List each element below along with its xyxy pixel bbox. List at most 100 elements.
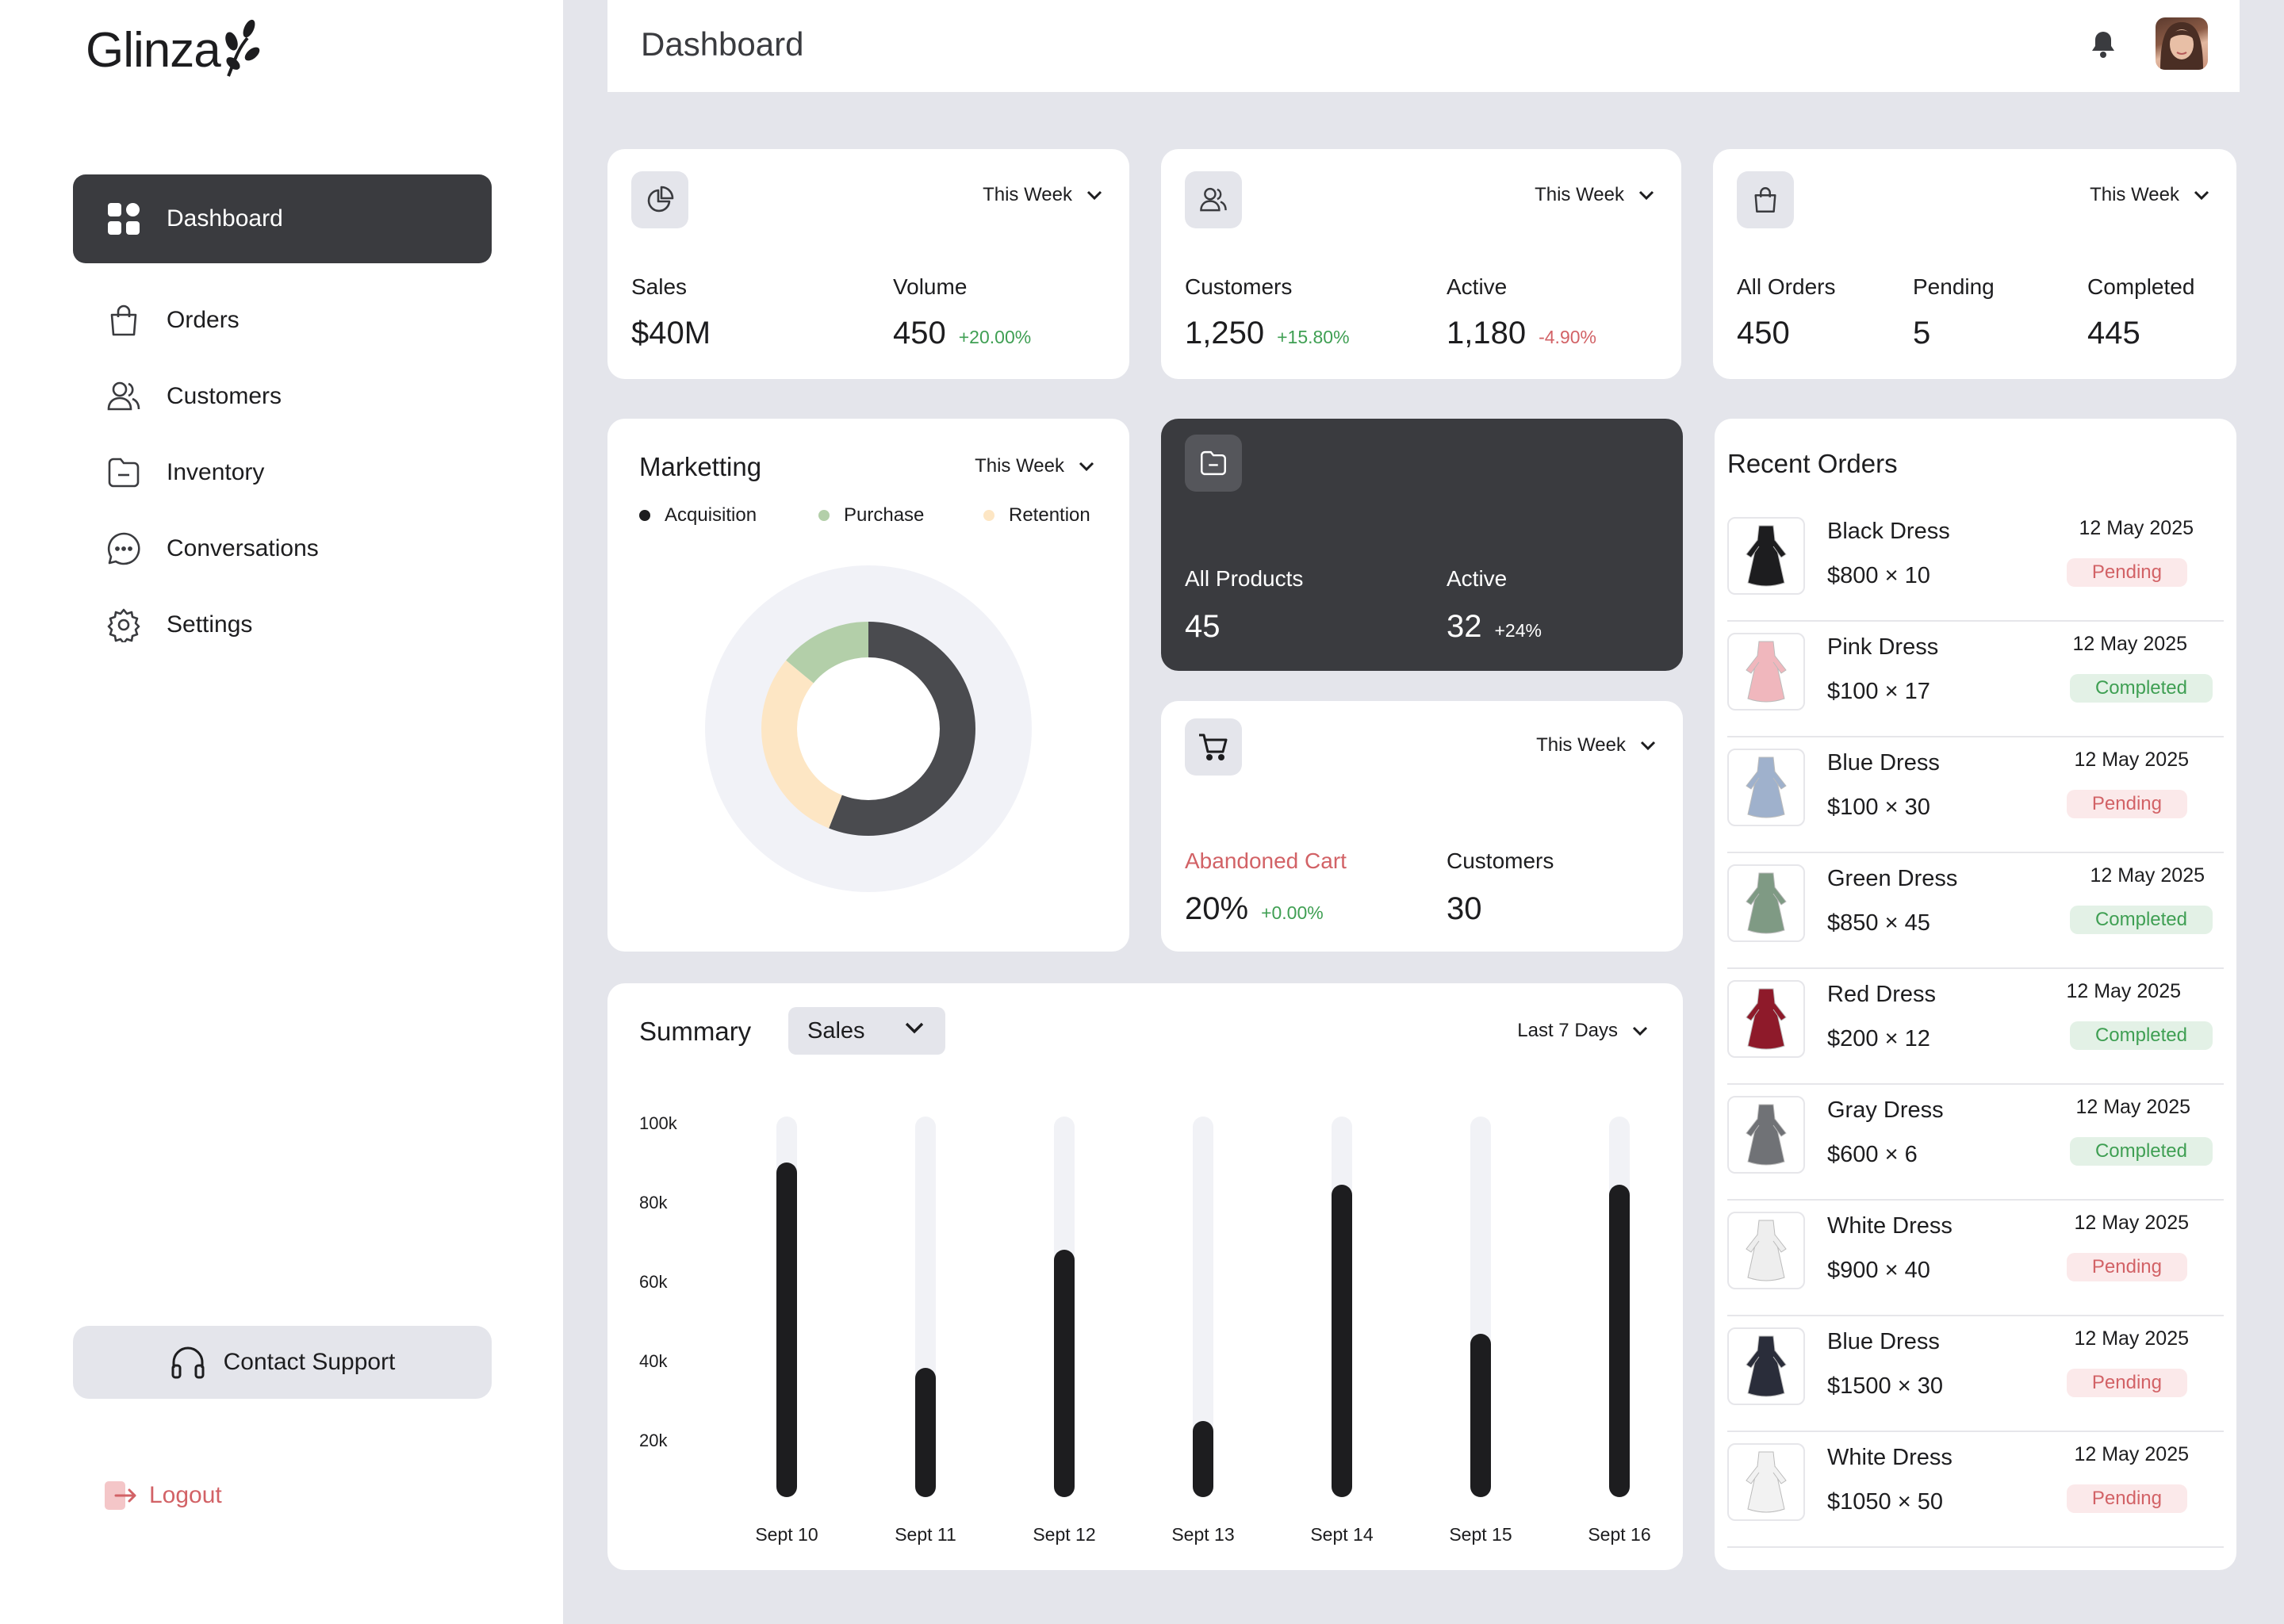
order-price: $600 × 6 [1827,1142,1918,1167]
divider [1727,852,2224,853]
page-title: Dashboard [641,25,804,63]
bar-sept-11[interactable] [915,1367,936,1497]
order-date: 12 May 2025 [2066,980,2181,1002]
order-row[interactable]: Blue Dress $1500 × 30 12 May 2025 Pending [1715,1316,2236,1432]
order-price: $100 × 30 [1827,795,1930,820]
order-row[interactable]: Blue Dress $100 × 30 12 May 2025 Pending [1715,737,2236,853]
logo[interactable]: Glinza [86,19,260,79]
customers-card: This Week Customers 1,250 +15.80% Active … [1161,149,1681,379]
order-row[interactable]: Green Dress $850 × 45 12 May 2025 Completed [1715,853,2236,969]
y-tick-label: 40k [639,1351,668,1371]
sidebar-item-label: Inventory [167,459,265,485]
x-tick-label: Sept 16 [1588,1524,1651,1545]
dress-thumbnail [1727,633,1805,710]
order-row[interactable]: Black Dress $800 × 10 12 May 2025 Pending [1715,506,2236,622]
summary-card: Summary Sales Last 7 Days 100k 80k 60k 40k 2… [607,983,1683,1570]
marketing-card: Marketting This Week Acquisition Purchas… [607,419,1129,952]
bar-sept-15[interactable] [1470,1333,1491,1497]
order-date: 12 May 2025 [2075,1096,2190,1118]
volume-label: Volume [893,274,968,299]
order-price: $1500 × 30 [1827,1373,1943,1399]
order-date: 12 May 2025 [2072,633,2187,655]
active-label: Active [1447,274,1508,299]
sidebar-item-orders[interactable]: Orders [73,276,492,365]
grid-icon [105,200,143,238]
sidebar-item-settings[interactable]: Settings [73,580,492,669]
chevron-down-icon [1086,190,1102,200]
logout-button[interactable]: Logout [103,1480,222,1511]
pending-value: 5 [1913,316,1931,350]
active-value: 1,180 -4.90% [1447,316,1596,350]
order-row[interactable]: Gray Dress $600 × 6 12 May 2025 Completed [1715,1085,2236,1201]
order-row[interactable]: Pink Dress $100 × 17 12 May 2025 Completed [1715,622,2236,737]
legend-dot [818,510,830,521]
sidebar-item-dashboard[interactable]: Dashboard [73,174,492,263]
active-products-delta: +24% [1494,620,1542,641]
order-row[interactable]: Red Dress $200 × 12 12 May 2025 Completed [1715,969,2236,1085]
order-product-name: Green Dress [1827,866,1958,891]
customers-period-dropdown[interactable]: This Week [1535,184,1654,206]
sidebar-item-conversations[interactable]: Conversations [73,504,492,593]
recent-orders-card: Recent Orders Black Dress $800 × 10 12 May… [1715,419,2236,1570]
folder-icon [105,454,143,492]
status-badge: Pending [2066,1484,2187,1513]
abandoned-cart-delta: +0.00% [1261,902,1324,923]
order-row[interactable]: White Dress $1050 × 50 12 May 2025 Pending [1715,1432,2236,1548]
divider [1727,967,2224,969]
contact-support-button[interactable]: Contact Support [73,1326,492,1399]
cart-icon [1185,718,1242,776]
avatar[interactable] [2156,17,2208,70]
dress-thumbnail [1727,864,1805,942]
dress-icon [1746,1104,1787,1166]
order-row[interactable]: White Dress $900 × 40 12 May 2025 Pending [1715,1201,2236,1316]
bag-icon [105,301,143,339]
bar-sept-12[interactable] [1054,1250,1075,1497]
bell-icon[interactable] [2090,30,2116,63]
abandoned-cart-label: Abandoned Cart [1185,848,1347,873]
order-price: $850 × 45 [1827,910,1930,936]
cart-period-dropdown[interactable]: This Week [1536,734,1656,756]
order-date: 12 May 2025 [2090,864,2205,887]
status-badge: Completed [2069,674,2213,703]
sidebar-item-customers[interactable]: Customers [73,352,492,441]
sales-period-dropdown[interactable]: This Week [983,184,1102,206]
donut-hole [797,657,940,800]
sidebar-item-inventory[interactable]: Inventory [73,428,492,517]
orders-period-dropdown[interactable]: This Week [2090,184,2209,206]
cart-customers-value: 30 [1447,891,1482,926]
summary-metric-select[interactable]: Sales [788,1007,945,1055]
order-product-name: White Dress [1827,1213,1953,1239]
order-date: 12 May 2025 [2074,1327,2189,1350]
pending-label: Pending [1913,274,1995,299]
customers-label: Customers [1185,274,1293,299]
legend-item-retention: Retention [983,504,1090,527]
y-tick-label: 20k [639,1431,668,1450]
dress-thumbnail [1727,749,1805,826]
bar-sept-10[interactable] [776,1162,797,1497]
period-label: This Week [2090,184,2179,205]
order-price: $800 × 10 [1827,563,1930,588]
dress-icon [1746,1451,1787,1513]
bar-sept-14[interactable] [1332,1185,1352,1497]
users-icon [105,377,143,416]
marketing-period-dropdown[interactable]: This Week [975,455,1094,477]
status-badge: Pending [2066,1253,2187,1281]
bar-sept-13[interactable] [1193,1421,1213,1497]
summary-period-dropdown[interactable]: Last 7 Days [1517,1020,1648,1042]
dress-thumbnail [1727,517,1805,595]
cart-card: This Week Abandoned Cart 20% +0.00% Custo… [1161,701,1683,952]
period-label: This Week [975,455,1064,477]
status-badge: Completed [2069,1021,2213,1050]
legend-dot [983,510,994,521]
cart-customers-label: Customers [1447,848,1554,873]
order-product-name: Red Dress [1827,982,1936,1007]
volume-value: 450 +20.00% [893,316,1032,350]
order-product-name: Blue Dress [1827,750,1940,776]
order-product-name: Black Dress [1827,519,1950,544]
orders-card: This Week All Orders 450 Pending 5 Compl… [1713,149,2236,379]
all-orders-label: All Orders [1737,274,1836,299]
marketing-donut-chart [705,565,1032,892]
sidebar-item-label: Customers [167,383,282,409]
bar-sept-16[interactable] [1609,1185,1630,1497]
order-date: 12 May 2025 [2074,1212,2189,1234]
